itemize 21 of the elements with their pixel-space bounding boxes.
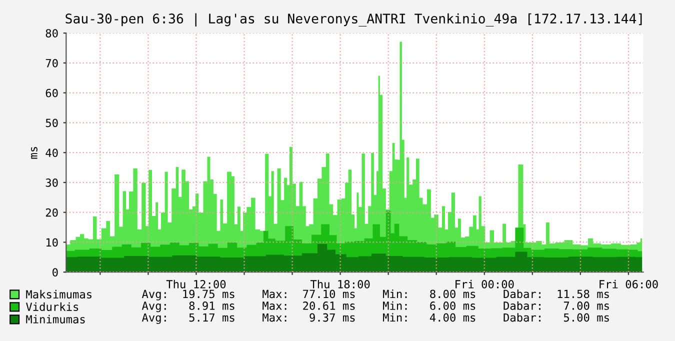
x-tick-label: Thu 18:00 bbox=[310, 280, 370, 288]
y-tick-label: 70 bbox=[46, 58, 58, 68]
y-tick-label: 20 bbox=[46, 208, 58, 217]
y-tick-label: 10 bbox=[46, 238, 58, 247]
y-tick-label: 0 bbox=[52, 268, 58, 277]
y-tick-label: 50 bbox=[46, 118, 58, 128]
text: Avg: 8.91 ms Max: 20.61 ms Min: 6.00 ms Dabar: 7.00 ms bbox=[142, 301, 609, 312]
legend-label: Maksimumas bbox=[26, 290, 92, 299]
text: Avg: 19.75 ms Max: 77.10 ms Min: 8.00 ms Dabar: 11.58 ms bbox=[142, 290, 609, 300]
text: Avg: 5.17 ms Max: 9.37 ms Min: 4.00 ms Dabar: 5.00 ms bbox=[142, 313, 609, 324]
x-tick-label: Fri 06:00 bbox=[600, 280, 658, 288]
x-tick-label: Thu 12:00 bbox=[166, 280, 226, 288]
chart-title: Sau-30-pen 6:36 | Lag'as su Neveronys_ANTRI Tvenkinio_49a [172.17.13.144] bbox=[66, 13, 642, 26]
x-tick-label: Fri 00:00 bbox=[456, 280, 514, 288]
legend-label: Minimumas bbox=[26, 314, 85, 324]
y-tick-label: 60 bbox=[46, 88, 58, 98]
y-tick-label: 80 bbox=[46, 29, 58, 38]
y-tick-label: 40 bbox=[46, 148, 58, 158]
legend-label: Vidurkis bbox=[26, 302, 78, 311]
y-axis-title: ms bbox=[31, 147, 38, 159]
y-tick-label: 30 bbox=[46, 178, 58, 187]
